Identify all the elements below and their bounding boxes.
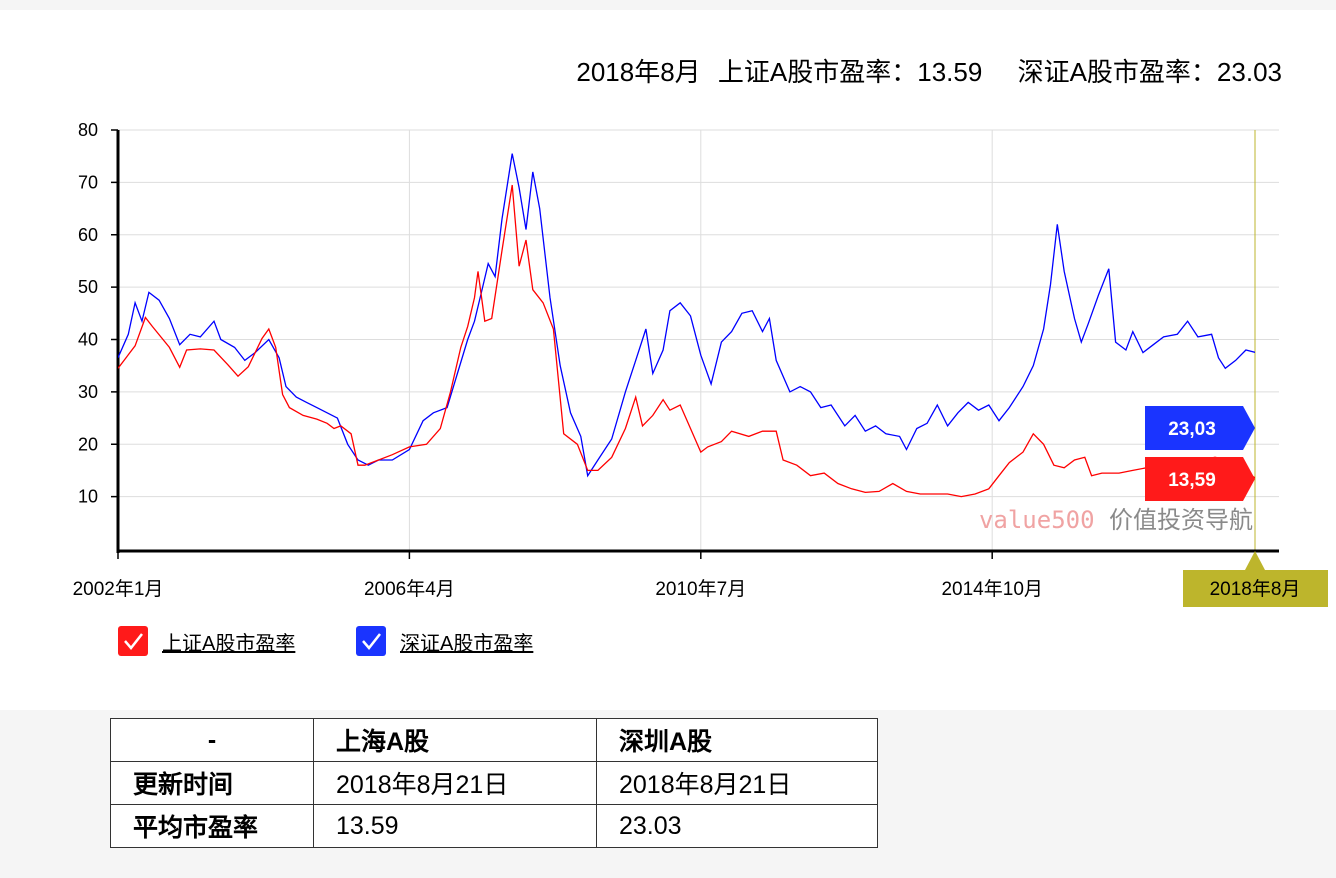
legend-item-sh[interactable]: 上证A股市盈率 bbox=[118, 626, 295, 656]
header-date: 2018年8月 bbox=[576, 57, 701, 87]
legend-item-sz[interactable]: 深证A股市盈率 bbox=[356, 626, 533, 656]
header-sz-label: 深证A股市盈率： bbox=[1017, 57, 1217, 87]
table-cell: 13.59 bbox=[313, 804, 597, 848]
legend-check-icon bbox=[356, 626, 386, 656]
top-bar bbox=[0, 0, 1336, 10]
value-tag-sz: 23,03 bbox=[1145, 406, 1255, 450]
header-sh-value: 13.59 bbox=[917, 57, 983, 87]
y-tick-label: 50 bbox=[78, 277, 98, 297]
y-tick-label: 60 bbox=[78, 225, 98, 245]
series-line-sz bbox=[118, 153, 1255, 478]
y-tick-label: 80 bbox=[78, 120, 98, 140]
table-cell: 23.03 bbox=[596, 804, 878, 848]
table-row: 更新时间 2018年8月21日 2018年8月21日 bbox=[110, 761, 878, 805]
y-tick-label: 30 bbox=[78, 382, 98, 402]
header-sz-value: 23.03 bbox=[1216, 57, 1282, 87]
cursor-label: 2018年8月 bbox=[1183, 551, 1328, 607]
value-tag-sh: 13,59 bbox=[1145, 457, 1255, 501]
y-tick-label: 20 bbox=[78, 434, 98, 454]
y-tick-label: 10 bbox=[78, 487, 98, 507]
pe-ratio-chart[interactable]: 10 20 30 40 50 60 70 80 2002年1月 2006年4月 2010年7月 201… bbox=[0, 0, 1336, 620]
value-tag-text: 13,59 bbox=[1168, 470, 1216, 491]
table-header-row: - 上海A股 深圳A股 bbox=[110, 718, 878, 762]
x-tick-label: 2010年7月 bbox=[655, 578, 746, 600]
x-tick-label: 2006年4月 bbox=[364, 578, 455, 600]
x-tick-label: 2002年1月 bbox=[73, 578, 164, 600]
legend-label: 深证A股市盈率 bbox=[400, 632, 534, 655]
table-cell: 2018年8月21日 bbox=[596, 761, 878, 805]
table-header-cell: 上海A股 bbox=[313, 718, 597, 762]
y-tick-label: 70 bbox=[78, 172, 98, 192]
table-header-cell: 深圳A股 bbox=[596, 718, 878, 762]
table-cell: 平均市盈率 bbox=[110, 804, 314, 848]
header-sh-label: 上证A股市盈率： bbox=[717, 57, 918, 87]
legend-label: 上证A股市盈率 bbox=[162, 632, 296, 655]
x-tick-label: 2014年10月 bbox=[941, 578, 1042, 600]
series-line-sh bbox=[118, 184, 1255, 498]
cursor-label-bg bbox=[1183, 551, 1328, 607]
legend-check-icon bbox=[118, 626, 148, 656]
table-header-cell: - bbox=[110, 718, 314, 762]
cursor-label-text: 2018年8月 bbox=[1210, 578, 1301, 600]
watermark: value500 价值投资导航 bbox=[979, 506, 1253, 534]
table-cell: 2018年8月21日 bbox=[313, 761, 597, 805]
table-cell: 更新时间 bbox=[110, 761, 314, 805]
pe-summary-table: - 上海A股 深圳A股 更新时间 2018年8月21日 2018年8月21日 平… bbox=[110, 718, 878, 848]
table-row: 平均市盈率 13.59 23.03 bbox=[110, 804, 878, 848]
chart-header: 2018年8月 上证A股市盈率：13.59 深证A股市盈率：23.03 bbox=[576, 52, 1282, 89]
value-tag-text: 23,03 bbox=[1168, 419, 1216, 440]
value-tag-bg bbox=[1145, 457, 1255, 501]
y-tick-label: 40 bbox=[78, 330, 98, 350]
value-tag-bg bbox=[1145, 406, 1255, 450]
